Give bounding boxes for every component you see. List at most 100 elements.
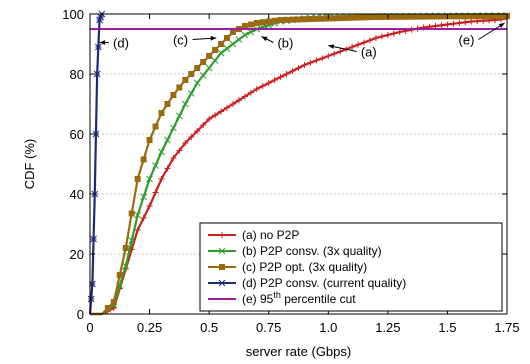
data-point [289, 68, 296, 74]
annotation: (c) [173, 33, 217, 48]
data-point [366, 37, 373, 44]
data-point [337, 48, 344, 55]
data-point [414, 13, 421, 20]
data-point [164, 165, 171, 172]
data-point [271, 77, 278, 83]
series-d [87, 10, 106, 315]
data-point [265, 80, 272, 86]
y-tick-label: 40 [70, 187, 84, 202]
data-point [140, 193, 147, 201]
data-point [247, 89, 254, 96]
data-point [193, 79, 201, 87]
y-tick-label: 60 [70, 127, 84, 142]
data-point [366, 14, 373, 21]
data-point [241, 93, 248, 100]
legend-marker [219, 232, 225, 238]
data-point [170, 155, 177, 161]
data-point [390, 30, 397, 37]
data-point [241, 31, 249, 39]
legend-label: (e) 95th percentile cut [242, 290, 356, 306]
data-point [355, 41, 362, 48]
y-axis-title: CDF (%) [22, 139, 37, 190]
data-point [253, 86, 260, 92]
data-point [325, 53, 332, 59]
data-point [212, 112, 219, 119]
data-point [438, 13, 445, 20]
plot-frame [89, 13, 508, 315]
data-point [122, 262, 130, 270]
data-point [93, 70, 101, 78]
data-point [235, 36, 243, 43]
annotations: (a) (b) (c) (d) (e) [99, 22, 505, 60]
data-point [462, 13, 469, 20]
data-point [206, 53, 213, 59]
data-point [402, 13, 409, 20]
data-point [170, 92, 177, 98]
data-point [146, 175, 153, 183]
data-point [241, 23, 248, 29]
data-point [170, 124, 177, 132]
legend-label-sup: th [273, 290, 281, 300]
data-point [140, 215, 147, 221]
data-point [90, 235, 97, 243]
data-point [164, 101, 171, 107]
data-point [426, 13, 433, 20]
data-point [372, 14, 379, 20]
annotation: (d) [99, 36, 129, 51]
data-point [337, 15, 344, 22]
data-point [205, 64, 213, 72]
data-point [218, 108, 225, 115]
annotation-label: (a) [361, 45, 377, 60]
data-point [444, 21, 451, 28]
data-point [211, 57, 219, 64]
legend-label-text: (e) 95 [242, 292, 274, 306]
data-point [456, 13, 463, 20]
data-point [331, 50, 338, 57]
data-point [468, 13, 475, 20]
data-point [146, 137, 153, 143]
series-layer [87, 10, 511, 316]
data-point [372, 35, 379, 41]
data-point [229, 101, 236, 107]
data-point [158, 176, 165, 182]
data-point [313, 15, 320, 22]
annotation: (e) [459, 22, 505, 48]
data-point [152, 189, 159, 196]
data-point [361, 14, 368, 21]
data-point [468, 18, 475, 25]
data-point [295, 16, 302, 23]
data-point [462, 19, 469, 26]
data-point [116, 272, 123, 278]
data-point [361, 39, 368, 46]
data-point [134, 227, 141, 233]
x-tick-label: 0.25 [137, 320, 162, 335]
data-point [152, 123, 159, 130]
legend-marker [218, 279, 226, 287]
data-point [378, 13, 385, 20]
data-point [146, 203, 153, 209]
data-point [164, 136, 171, 144]
data-point [432, 13, 439, 20]
data-point [307, 16, 314, 23]
data-point [94, 43, 102, 51]
data-point [450, 13, 457, 20]
data-point [259, 83, 266, 89]
legend-label-text: (a) no P2P [242, 228, 299, 242]
data-point [223, 45, 231, 52]
data-point [235, 97, 242, 104]
data-point [199, 72, 207, 79]
x-tick-label: 1.75 [494, 320, 519, 335]
data-point [200, 122, 207, 128]
data-point [194, 128, 201, 134]
data-point [224, 104, 231, 111]
data-point [176, 147, 183, 154]
data-point [128, 237, 136, 244]
data-point [313, 57, 320, 64]
series-c [90, 13, 510, 316]
legend-label-text: (d) P2P consv. (current quality) [242, 276, 406, 290]
data-point [265, 18, 272, 25]
arrow-head [328, 44, 335, 49]
legend-entry: (b) P2P consv. (3x quality) [208, 244, 382, 258]
data-point [331, 15, 338, 22]
